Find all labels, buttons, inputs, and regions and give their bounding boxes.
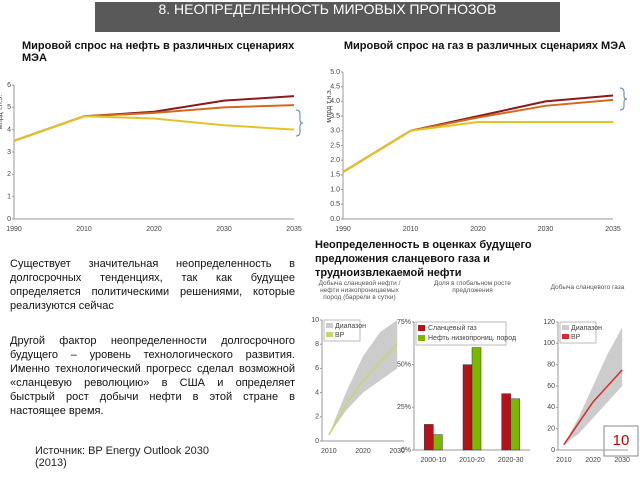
x-tick-label: 2010	[403, 226, 419, 233]
source: Источник: BP Energy Outlook 2030 (2013)	[35, 445, 209, 469]
y-tick-label: 0	[7, 216, 11, 223]
y-tick-label: 2	[7, 171, 11, 178]
x-tick-label: 2000-10	[420, 457, 446, 464]
y-tick-label: 10	[311, 317, 319, 324]
bar	[462, 364, 473, 451]
y-tick-label: 4	[315, 389, 319, 396]
y-tick-label: 3	[7, 149, 11, 156]
legend-swatch	[562, 334, 569, 339]
x-tick-label: 1990	[6, 226, 22, 233]
line	[13, 115, 295, 142]
y-axis-label: млрд т.н.э.	[0, 95, 4, 129]
x-tick-label: 2020	[470, 226, 486, 233]
y-tick-label: 50%	[397, 362, 411, 369]
bar	[471, 347, 482, 451]
chart-title: Мировой спрос на нефть в различных сцена…	[22, 40, 295, 64]
legend-box	[415, 321, 507, 346]
line	[342, 98, 614, 173]
x-tick-label: 2010	[556, 457, 572, 464]
y-tick-label: 4.5	[330, 84, 340, 91]
legend-label: Нефть низкопрониц. пород	[428, 335, 516, 342]
x-tick-label: 2020	[585, 457, 601, 464]
paragraph: Существует значительная неопределенность…	[10, 258, 295, 312]
y-tick-label: 5	[7, 104, 11, 111]
y-tick-label: 5.0	[330, 69, 340, 76]
legend-label: BP	[571, 334, 581, 341]
paragraph: Другой фактор неопределенности долгосроч…	[10, 335, 295, 417]
y-tick-label: 0	[551, 447, 555, 454]
y-tick-label: 1	[7, 194, 11, 201]
chart-title: Добыча сланцевого газа	[550, 284, 625, 291]
y-tick-label: 2	[315, 414, 319, 421]
line	[342, 120, 613, 173]
legend-label: Сланцевый газ	[428, 324, 477, 332]
line	[342, 94, 614, 173]
y-tick-label: 0.0	[330, 216, 340, 223]
y-tick-label: 60	[547, 383, 555, 390]
legend-swatch	[562, 325, 569, 330]
y-tick-label: 1.0	[330, 186, 340, 193]
bar	[510, 398, 520, 451]
x-tick-label: 2020	[355, 448, 371, 455]
bracket	[295, 109, 304, 137]
chart-title: Добыча сланцевой нефти / нефти низкопрон…	[318, 280, 401, 301]
bracket	[619, 87, 628, 111]
y-tick-label: 0.5	[330, 201, 340, 208]
line	[563, 369, 623, 446]
bar	[424, 424, 434, 451]
y-tick-label: 120	[543, 319, 555, 326]
x-tick-label: 2020	[146, 226, 162, 233]
chart-title: Доля в глобальном росте предложения	[434, 280, 511, 294]
page-number: 10	[612, 432, 630, 449]
y-axis-label: млрд т.н.э.	[326, 88, 333, 122]
y-tick-label: 1.5	[330, 172, 340, 179]
bar	[433, 434, 443, 451]
y-tick-label: 6	[315, 365, 319, 372]
x-tick-label: 2030	[538, 226, 554, 233]
y-tick-label: 100	[543, 340, 555, 347]
x-tick-label: 2010	[321, 448, 337, 455]
x-tick-label: 2020-30	[498, 457, 524, 464]
y-tick-label: 20	[547, 426, 555, 433]
y-tick-label: 75%	[397, 319, 411, 326]
x-tick-label: 2010-20	[459, 457, 485, 464]
x-tick-label: 2010	[76, 226, 92, 233]
legend-swatch	[418, 325, 425, 331]
y-tick-label: 25%	[397, 404, 411, 411]
x-tick-label: 1990	[335, 226, 351, 233]
y-tick-label: 6	[7, 82, 11, 89]
y-tick-label: 2.5	[330, 142, 340, 149]
x-tick-label: 2030	[216, 226, 232, 233]
legend-swatch	[326, 323, 333, 328]
chart-title: Мировой спрос на газ в различных сценари…	[343, 40, 626, 52]
y-tick-label: 80	[547, 362, 555, 369]
y-tick-label: 2.0	[330, 157, 340, 164]
bar	[501, 393, 511, 451]
legend-label: Диапазон	[335, 323, 366, 330]
heading: Неопределенность в оценках будущего пред…	[315, 239, 532, 279]
line	[13, 104, 295, 142]
y-tick-label: 4	[7, 127, 11, 134]
x-tick-label: 2035	[605, 226, 621, 233]
y-tick-label: 40	[547, 404, 555, 411]
x-tick-label: 2035	[286, 226, 302, 233]
y-tick-label: 0	[315, 438, 319, 445]
legend-swatch	[418, 335, 425, 341]
range-band	[563, 327, 623, 445]
y-tick-label: 0%	[401, 447, 411, 454]
legend-swatch	[326, 332, 333, 337]
slide-title: 8. НЕОПРЕДЕЛЕННОСТЬ МИРОВЫХ ПРОГНОЗОВ	[95, 2, 560, 32]
y-tick-label: 3.5	[330, 113, 340, 120]
y-tick-label: 3.0	[330, 128, 340, 135]
line	[328, 343, 398, 436]
page-number-box	[603, 425, 639, 457]
y-tick-label: 8	[315, 341, 319, 348]
legend-label: Диапазон	[571, 325, 602, 332]
y-tick-label: 4.0	[330, 98, 340, 105]
x-tick-label: 2030	[614, 457, 630, 464]
legend-label: BP	[335, 332, 345, 339]
x-tick-label: 2030	[389, 448, 405, 455]
